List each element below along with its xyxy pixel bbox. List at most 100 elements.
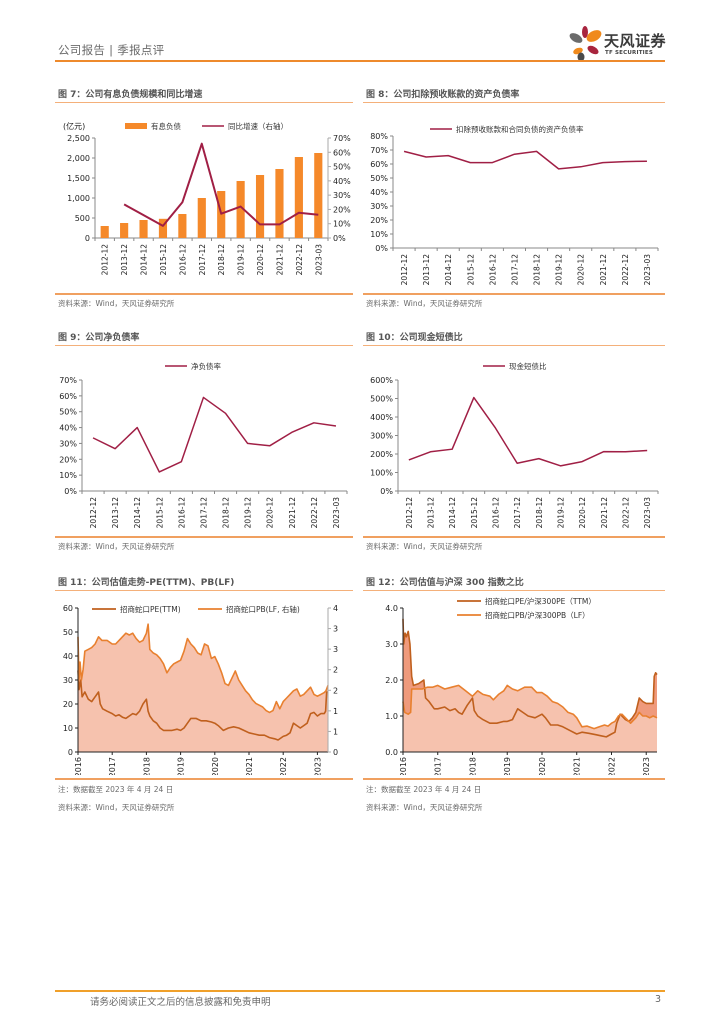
x-tick-label: 2020 xyxy=(538,757,547,775)
y2-tick-label: 1 xyxy=(333,727,338,736)
x-tick-label: 2016-12 xyxy=(177,497,186,529)
series-line-1 xyxy=(77,623,329,714)
x-tick-label: 2017-12 xyxy=(513,497,522,529)
area-fill-1 xyxy=(78,624,328,752)
y-tick-label: 500% xyxy=(370,395,393,404)
x-tick-label: 2022 xyxy=(279,757,288,775)
series-line-0 xyxy=(92,396,337,473)
y-tick-label: 80% xyxy=(370,132,388,141)
x-tick-label: 2014-12 xyxy=(448,497,457,529)
x-tick-label: 2022 xyxy=(607,757,616,775)
series-line-1 xyxy=(402,684,658,730)
y-tick-label: 0 xyxy=(68,748,73,757)
fig10-title-rule xyxy=(363,345,665,346)
x-tick-label: 2017 xyxy=(108,757,117,775)
y-tick-label: 300% xyxy=(370,432,393,441)
y-tick-label: 1,000 xyxy=(67,194,90,203)
x-tick-label: 2020-12 xyxy=(256,244,265,276)
logo-chinese-name: 天风证券 xyxy=(604,32,667,50)
x-tick-label: 2017 xyxy=(434,757,443,775)
fig10-title: 图 10：公司现金短债比 xyxy=(366,333,463,343)
x-tick-label: 2014-12 xyxy=(140,244,149,276)
y-tick-label: 20 xyxy=(63,700,73,709)
y-tick-label: 50 xyxy=(63,628,73,637)
fig8-title-rule xyxy=(363,102,665,103)
y-tick-label: 10% xyxy=(59,471,77,480)
fig9-bottom-rule xyxy=(55,536,353,538)
x-tick-label: 2018-12 xyxy=(222,497,231,529)
x-tick-label: 2016-12 xyxy=(178,244,187,276)
bar-2015-12 xyxy=(158,218,168,238)
y-tick-label: 400% xyxy=(370,413,393,422)
fig12-title: 图 12：公司估值与沪深 300 指数之比 xyxy=(366,578,524,588)
y2-tick-label: 3 xyxy=(333,645,338,654)
x-tick-label: 2019 xyxy=(177,757,186,775)
company-logo: 天风证券 TF SECURITIES xyxy=(568,24,668,62)
tf-securities-logo-icon xyxy=(569,26,602,62)
y-tick-label: 0% xyxy=(380,487,393,496)
legend-label: 招商蛇口PE(TTM) xyxy=(120,604,181,614)
x-tick-label: 2023 xyxy=(642,757,651,775)
fig7-chart: 0 500 1,000 1,500 2,000 2,500 2012-12 2013-12 20… xyxy=(63,121,351,276)
fig7-bottom-rule xyxy=(55,293,353,295)
x-tick-label: 2018-12 xyxy=(533,254,542,286)
x-tick-label: 2019-12 xyxy=(557,497,566,529)
y-tick-label: 60% xyxy=(370,160,388,169)
x-tick-label: 2017-12 xyxy=(510,254,519,286)
fig9-source: 资料来源：Wind，天风证券研究所 xyxy=(58,542,175,551)
series-line-0 xyxy=(408,396,648,467)
x-tick-label: 2019-12 xyxy=(244,497,253,529)
fig12-title-rule xyxy=(363,590,665,591)
y2-tick-label: 4 xyxy=(333,604,338,613)
series-line-0 xyxy=(77,670,328,741)
y-tick-label: 60 xyxy=(63,604,73,613)
y2-tick-label: 50% xyxy=(333,163,351,172)
y2-tick-label: 3 xyxy=(333,625,338,634)
fig11-chart: 0 10 20 30 40 50 60 0 1 1 2 2 3 3 4 2016 2017 2018 2019 202… xyxy=(63,604,338,775)
x-tick-label: 2023-03 xyxy=(314,244,323,276)
y-tick-label: 40 xyxy=(63,652,73,661)
y-tick-label: 50% xyxy=(59,408,77,417)
y-tick-label: 2,000 xyxy=(67,154,90,163)
y-tick-label: 0% xyxy=(375,244,388,253)
y-tick-label: 2,500 xyxy=(67,134,90,143)
series-line-0 xyxy=(403,150,647,170)
x-tick-label: 2021-12 xyxy=(288,497,297,529)
x-tick-label: 2014-12 xyxy=(133,497,142,529)
x-tick-label: 2016-12 xyxy=(488,254,497,286)
legend-label: 招商蛇口PE/沪深300PE（TTM） xyxy=(485,596,596,606)
fig8-bottom-rule xyxy=(363,293,665,295)
fig8-chart: 0% 10% 20% 30% 40% 50% 60% 70% 80% 2012-12 2013-12… xyxy=(370,124,659,286)
x-tick-label: 2018 xyxy=(468,757,477,775)
fig8-source: 资料来源：Wind，天风证券研究所 xyxy=(366,299,483,308)
legend-label: 扣除预收账款和合同负债的资产负债率 xyxy=(456,124,584,134)
y-tick-label: 10% xyxy=(370,230,388,239)
x-tick-label: 2020-12 xyxy=(266,497,275,529)
x-tick-label: 2020-12 xyxy=(577,254,586,286)
x-tick-label: 2023 xyxy=(313,757,322,775)
x-tick-label: 2022-12 xyxy=(622,497,631,529)
fig7-source: 资料来源：Wind，天风证券研究所 xyxy=(58,299,175,308)
y-tick-label: 2.0 xyxy=(385,676,398,685)
x-tick-label: 2020-12 xyxy=(578,497,587,529)
fig12-bottom-rule xyxy=(363,778,665,780)
x-tick-label: 2012-12 xyxy=(405,497,414,529)
y-axis-unit-label: (亿元) xyxy=(63,121,85,131)
x-tick-label: 2021 xyxy=(245,757,254,775)
x-tick-label: 2021-12 xyxy=(275,244,284,276)
legend-label: 招商蛇口PB/沪深300PB（LF） xyxy=(485,610,590,620)
fig11-bottom-rule xyxy=(55,778,353,780)
x-tick-label: 2013-12 xyxy=(111,497,120,529)
bar-2016-12 xyxy=(178,214,187,238)
page-number: 3 xyxy=(655,994,662,1005)
x-tick-label: 2019-12 xyxy=(555,254,564,286)
y-tick-label: 30% xyxy=(59,439,77,448)
y-tick-label: 70% xyxy=(59,376,77,385)
fig11-title: 图 11：公司估值走势-PE(TTM)、PB(LF) xyxy=(58,578,235,588)
y2-tick-label: 0% xyxy=(333,234,346,243)
x-tick-label: 2018 xyxy=(142,757,151,775)
bar-2021-12 xyxy=(275,169,284,238)
x-tick-label: 2017-12 xyxy=(199,497,208,529)
x-tick-label: 2012-12 xyxy=(101,244,110,276)
x-tick-label: 2012-12 xyxy=(400,254,409,286)
